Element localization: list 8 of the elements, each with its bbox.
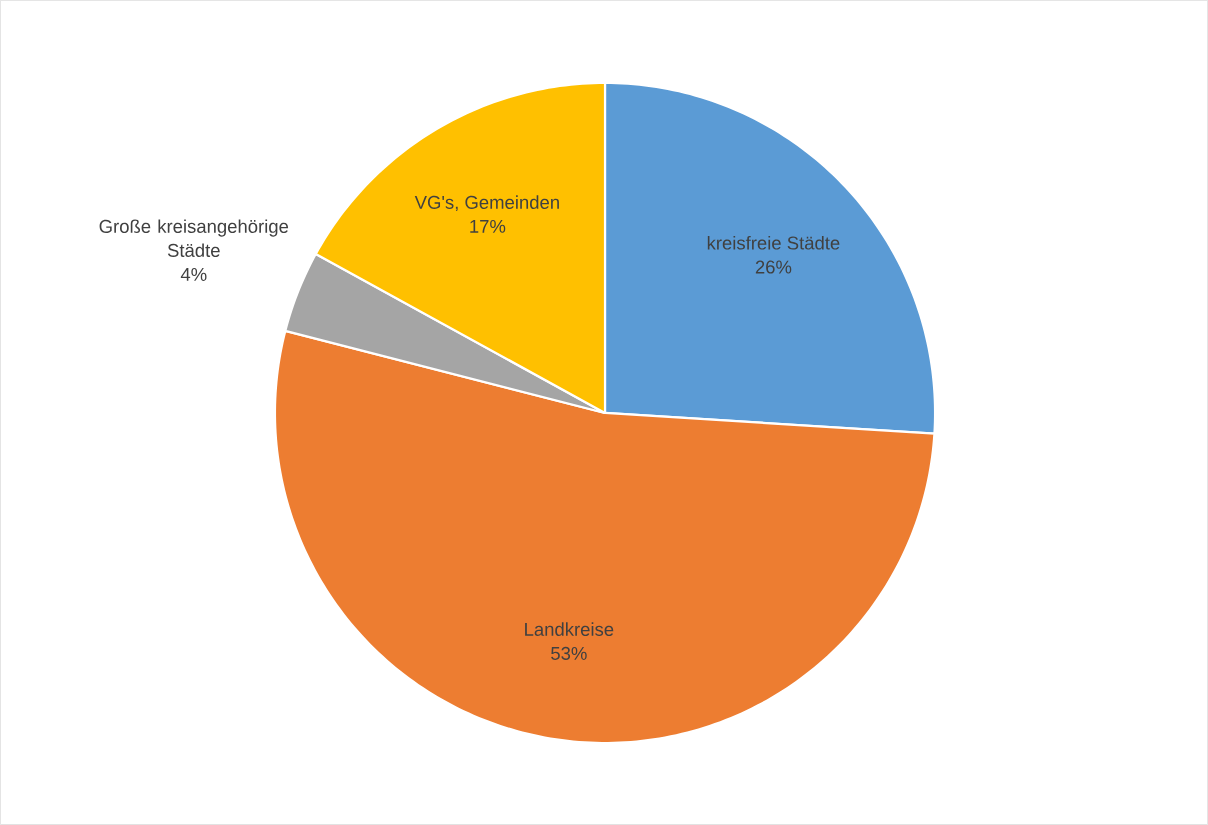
data-label: 26%	[755, 260, 792, 274]
data-label: 17%	[470, 219, 506, 233]
data-label: 4%	[180, 267, 207, 281]
slice-label: Landkreise	[525, 622, 614, 636]
data-label: 53%	[551, 646, 587, 660]
slice-label: kreisfreie Städte	[707, 236, 840, 250]
slice-label: VG's, Gemeinden	[414, 195, 559, 212]
slice-label: Große kreisangehörige Städte	[99, 219, 289, 258]
